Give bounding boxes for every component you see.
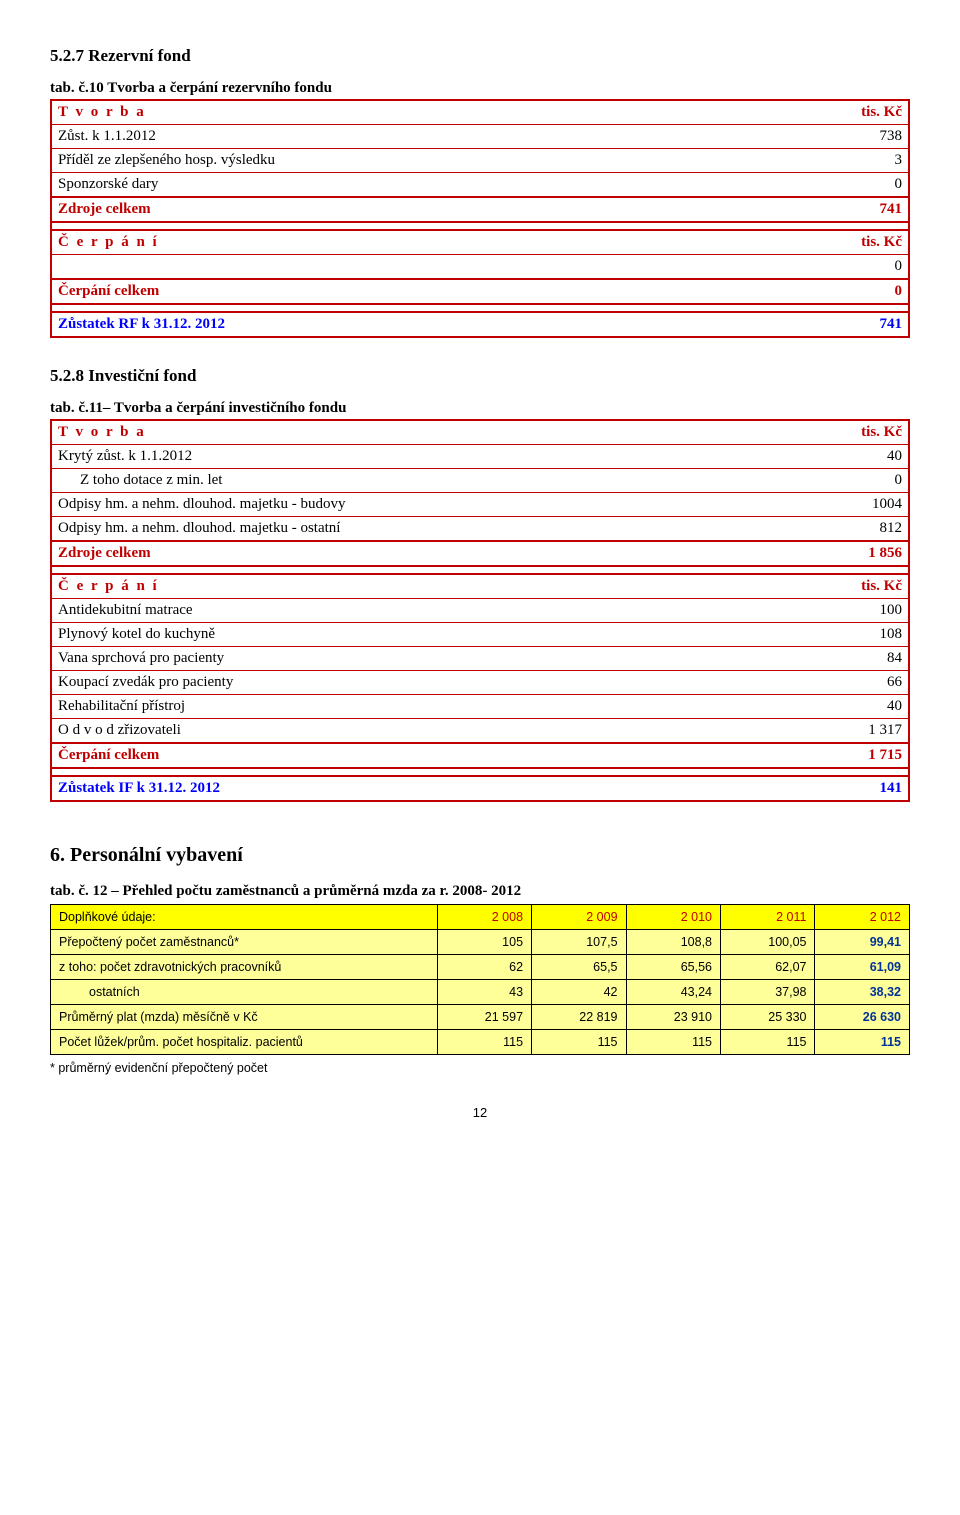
row-label: Rehabilitační přístroj xyxy=(51,695,720,719)
row-val: 1004 xyxy=(720,493,909,517)
table11: T v o r b a tis. Kč Krytý zůst. k 1.1.20… xyxy=(50,419,910,802)
zustatek-label: Zůstatek IF k 31.12. 2012 xyxy=(51,776,720,801)
spacer xyxy=(51,222,909,230)
year-header: 2 009 xyxy=(532,905,626,930)
table12-footnote: * průměrný evidenční přepočtený počet xyxy=(50,1061,910,1075)
row-val: 738 xyxy=(720,125,909,149)
row-label: Přepočtený počet zaměstnanců* xyxy=(51,930,438,955)
row-label: ostatních xyxy=(51,980,438,1005)
zustatek-label: Zůstatek RF k 31.12. 2012 xyxy=(51,312,720,337)
row-val: 0 xyxy=(720,173,909,198)
cell: 105 xyxy=(437,930,531,955)
cerpani-celkem-val: 0 xyxy=(720,279,909,304)
row-label: Průměrný plat (mzda) měsíčně v Kč xyxy=(51,1005,438,1030)
row-label: Antidekubitní matrace xyxy=(51,599,720,623)
row-val: 100 xyxy=(720,599,909,623)
cell: 115 xyxy=(721,1030,815,1055)
table11-caption: tab. č.11– Tvorba a čerpání investičního… xyxy=(50,400,910,417)
table10-caption: tab. č.10 Tvorba a čerpání rezervního fo… xyxy=(50,80,910,97)
tvorba-label: T v o r b a xyxy=(51,100,720,125)
row-label: Zůst. k 1.1.2012 xyxy=(51,125,720,149)
cell: 38,32 xyxy=(815,980,910,1005)
row-label: Koupací zvedák pro pacienty xyxy=(51,671,720,695)
row-label xyxy=(51,255,720,280)
year-header: 2 011 xyxy=(721,905,815,930)
cell: 65,56 xyxy=(626,955,720,980)
table10: T v o r b a tis. Kč Zůst. k 1.1.2012738 … xyxy=(50,99,910,338)
section-6-heading: 6. Personální vybavení xyxy=(50,844,910,867)
row-val: 0 xyxy=(720,469,909,493)
spacer xyxy=(51,566,909,574)
row-val: 66 xyxy=(720,671,909,695)
cerpani-celkem-label: Čerpání celkem xyxy=(51,743,720,768)
page-number: 12 xyxy=(50,1105,910,1120)
tvorba-label: T v o r b a xyxy=(51,420,720,445)
cell: 23 910 xyxy=(626,1005,720,1030)
cell: 62 xyxy=(437,955,531,980)
row-val: 1 317 xyxy=(720,719,909,744)
year-header: 2 012 xyxy=(815,905,910,930)
row-label: Odpisy hm. a nehm. dlouhod. majetku - bu… xyxy=(51,493,720,517)
cell: 107,5 xyxy=(532,930,626,955)
row-val: 3 xyxy=(720,149,909,173)
cell: 99,41 xyxy=(815,930,910,955)
row-label: Z toho dotace z min. let xyxy=(51,469,720,493)
row-val: 84 xyxy=(720,647,909,671)
year-header: 2 008 xyxy=(437,905,531,930)
section-528-heading: 5.2.8 Investiční fond xyxy=(50,366,910,386)
year-header: 2 010 xyxy=(626,905,720,930)
zdroje-label: Zdroje celkem xyxy=(51,541,720,566)
zustatek-val: 141 xyxy=(720,776,909,801)
cell: 65,5 xyxy=(532,955,626,980)
currency-label: tis. Kč xyxy=(720,420,909,445)
currency-label: tis. Kč xyxy=(720,574,909,599)
row-label: Příděl ze zlepšeného hosp. výsledku xyxy=(51,149,720,173)
zustatek-val: 741 xyxy=(720,312,909,337)
cerpani-label: Č e r p á n í xyxy=(51,574,720,599)
zdroje-val: 1 856 xyxy=(720,541,909,566)
spacer xyxy=(51,304,909,312)
zdroje-val: 741 xyxy=(720,197,909,222)
cell: 115 xyxy=(815,1030,910,1055)
cell: 61,09 xyxy=(815,955,910,980)
row-val: 40 xyxy=(720,695,909,719)
zdroje-label: Zdroje celkem xyxy=(51,197,720,222)
currency-label: tis. Kč xyxy=(720,230,909,255)
row-label: Odpisy hm. a nehm. dlouhod. majetku - os… xyxy=(51,517,720,542)
row-label: Krytý zůst. k 1.1.2012 xyxy=(51,445,720,469)
row-val: 40 xyxy=(720,445,909,469)
cell: 43 xyxy=(437,980,531,1005)
cell: 62,07 xyxy=(721,955,815,980)
currency-label: tis. Kč xyxy=(720,100,909,125)
row-label: O d v o d zřizovateli xyxy=(51,719,720,744)
cell: 115 xyxy=(437,1030,531,1055)
cell: 22 819 xyxy=(532,1005,626,1030)
cell: 26 630 xyxy=(815,1005,910,1030)
row-val: 812 xyxy=(720,517,909,542)
cerpani-label: Č e r p á n í xyxy=(51,230,720,255)
row-val: 108 xyxy=(720,623,909,647)
row-label: Vana sprchová pro pacienty xyxy=(51,647,720,671)
row-label: Plynový kotel do kuchyně xyxy=(51,623,720,647)
row-label: z toho: počet zdravotnických pracovníků xyxy=(51,955,438,980)
cell: 42 xyxy=(532,980,626,1005)
cell: 115 xyxy=(626,1030,720,1055)
cell: 37,98 xyxy=(721,980,815,1005)
cerpani-celkem-label: Čerpání celkem xyxy=(51,279,720,304)
section-527-heading: 5.2.7 Rezervní fond xyxy=(50,46,910,66)
row-label: Počet lůžek/prům. počet hospitaliz. paci… xyxy=(51,1030,438,1055)
cell: 43,24 xyxy=(626,980,720,1005)
cell: 115 xyxy=(532,1030,626,1055)
cell: 25 330 xyxy=(721,1005,815,1030)
spacer xyxy=(51,768,909,776)
row-label: Sponzorské dary xyxy=(51,173,720,198)
cell: 100,05 xyxy=(721,930,815,955)
cerpani-celkem-val: 1 715 xyxy=(720,743,909,768)
col0-header: Doplňkové údaje: xyxy=(51,905,438,930)
table12: Doplňkové údaje: 2 008 2 009 2 010 2 011… xyxy=(50,904,910,1055)
row-val: 0 xyxy=(720,255,909,280)
table12-caption: tab. č. 12 – Přehled počtu zaměstnanců a… xyxy=(50,883,910,900)
cell: 108,8 xyxy=(626,930,720,955)
cell: 21 597 xyxy=(437,1005,531,1030)
